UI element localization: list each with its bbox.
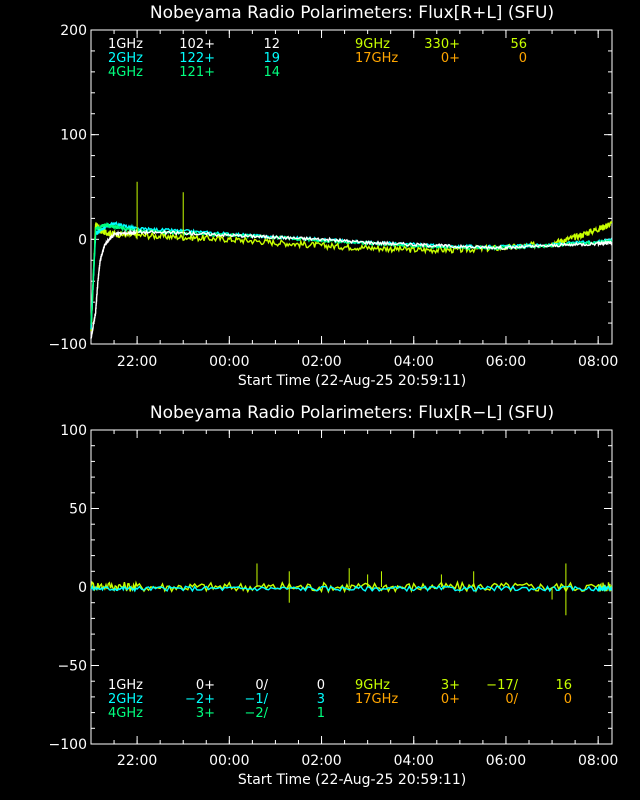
x-tick-label: 02:00 — [301, 354, 341, 370]
x-tick-label: 00:00 — [209, 753, 249, 769]
legend-value: 122+ — [179, 51, 215, 66]
legend-freq: 17GHz — [355, 692, 398, 707]
legend-freq: 1GHz — [108, 37, 143, 52]
x-tick-label: 02:00 — [301, 753, 341, 769]
legend-value: 0/ — [505, 692, 518, 707]
x-tick-label: 06:00 — [486, 354, 526, 370]
legend-value: 19 — [263, 51, 280, 66]
series-group — [90, 563, 613, 616]
legend-value: 3+ — [196, 706, 215, 721]
x-axis-label: Start Time (22-Aug-25 20:59:11) — [238, 772, 466, 788]
legend-value: 0+ — [196, 678, 215, 693]
y-tick-label: 200 — [60, 23, 87, 39]
x-tick-label: 04:00 — [394, 354, 434, 370]
x-tick-label: 04:00 — [394, 753, 434, 769]
x-tick-label: 08:00 — [578, 354, 618, 370]
y-tick-label: −100 — [49, 337, 87, 353]
y-axis: −100 0 100 200 — [49, 23, 612, 353]
legend-freq: 17GHz — [355, 51, 398, 66]
legend: 1GHz 0+ 0/0 2GHz −2+ −1/3 4GHz 3+ −2/1 9GHz 3+ −17/… — [108, 678, 572, 721]
x-tick-label: 22:00 — [117, 354, 157, 370]
y-tick-label: 100 — [60, 423, 87, 439]
legend-value: 330+ — [424, 37, 460, 52]
legend-value: 102+ — [179, 37, 215, 52]
legend-value: 3+ — [441, 678, 460, 693]
legend-value: 3 — [317, 692, 325, 707]
y-tick-label: −100 — [49, 737, 87, 753]
series-line-2ghz — [90, 584, 612, 593]
legend-value: 16 — [555, 678, 572, 693]
legend-value: 0/ — [255, 678, 268, 693]
legend-value: 14 — [263, 65, 280, 80]
legend-value: 12 — [263, 37, 280, 52]
legend: 1GHz 102+ 12 2GHz 122+ 19 4GHz 121+ 14 9GHz 330+ 56… — [108, 37, 527, 80]
series-line-9ghz — [90, 221, 613, 332]
chart-title: Nobeyama Radio Polarimeters: Flux[R−L] (… — [150, 403, 554, 423]
legend-value: −2/ — [244, 706, 268, 721]
legend-value: 0 — [564, 692, 572, 707]
legend-value: −2+ — [185, 692, 215, 707]
legend-freq: 4GHz — [108, 706, 143, 721]
legend-value: −1/ — [244, 692, 268, 707]
legend-value: 0 — [519, 51, 527, 66]
x-tick-label: 06:00 — [486, 753, 526, 769]
legend-freq: 2GHz — [108, 692, 143, 707]
y-tick-label: 0 — [78, 580, 87, 596]
legend-value: 121+ — [179, 65, 215, 80]
x-tick-label: 08:00 — [578, 753, 618, 769]
y-tick-label: 100 — [60, 128, 87, 144]
legend-freq: 2GHz — [108, 51, 143, 66]
legend-freq: 9GHz — [355, 37, 390, 52]
legend-value: 0+ — [441, 692, 460, 707]
x-axis: 22:00 00:00 02:00 04:00 06:00 08:00 — [90, 430, 618, 769]
legend-value: 1 — [317, 706, 325, 721]
legend-value: 0 — [317, 678, 325, 693]
x-axis: 22:00 00:00 02:00 04:00 06:00 08:00 — [90, 30, 618, 370]
y-tick-label: −50 — [57, 659, 87, 675]
series-group — [90, 181, 613, 340]
y-tick-label: 0 — [78, 232, 87, 248]
series-line-1ghz — [90, 228, 613, 340]
x-axis-label: Start Time (22-Aug-25 20:59:11) — [238, 373, 466, 389]
legend-freq: 4GHz — [108, 65, 143, 80]
flux-r-plus-l-panel: Nobeyama Radio Polarimeters: Flux[R+L] (… — [49, 3, 619, 389]
legend-freq: 1GHz — [108, 678, 143, 693]
plot-frame — [90, 29, 613, 345]
x-tick-label: 00:00 — [209, 354, 249, 370]
legend-value: 56 — [510, 37, 527, 52]
legend-value: 0+ — [441, 51, 460, 66]
chart-title: Nobeyama Radio Polarimeters: Flux[R+L] (… — [150, 3, 554, 23]
y-tick-label: 50 — [69, 502, 87, 518]
x-tick-label: 22:00 — [117, 753, 157, 769]
legend-freq: 9GHz — [355, 678, 390, 693]
flux-r-minus-l-panel: Nobeyama Radio Polarimeters: Flux[R−L] (… — [49, 403, 619, 788]
legend-value: −17/ — [486, 678, 518, 693]
